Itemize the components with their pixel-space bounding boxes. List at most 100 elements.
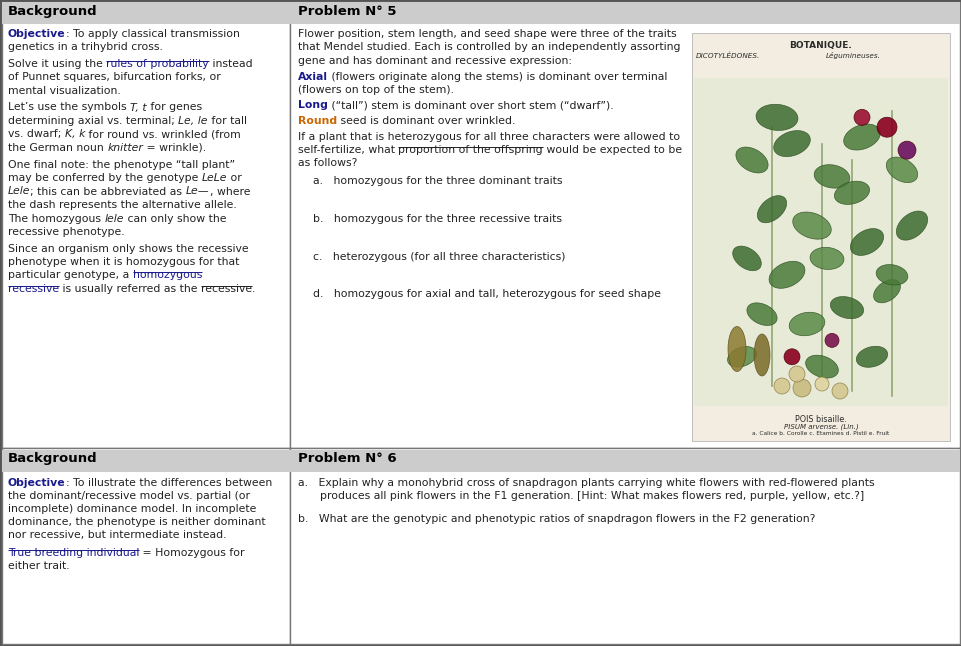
- Ellipse shape: [727, 346, 755, 367]
- Text: Since an organism only shows the recessive: Since an organism only shows the recessi…: [8, 244, 248, 253]
- Ellipse shape: [855, 346, 887, 368]
- Text: b.   homozygous for the three recessive traits: b. homozygous for the three recessive tr…: [312, 214, 561, 224]
- Ellipse shape: [885, 157, 917, 183]
- Circle shape: [876, 117, 896, 137]
- Ellipse shape: [753, 334, 769, 376]
- Text: gene and has dominant and recessive expression:: gene and has dominant and recessive expr…: [298, 56, 572, 66]
- Text: particular genotype, a: particular genotype, a: [8, 271, 133, 280]
- Text: the German noun: the German noun: [8, 143, 107, 153]
- Text: for round vs. wrinkled (from: for round vs. wrinkled (from: [86, 129, 241, 140]
- Text: K, k: K, k: [64, 129, 86, 140]
- Ellipse shape: [843, 124, 879, 150]
- Ellipse shape: [850, 229, 883, 255]
- Text: The homozygous: The homozygous: [8, 213, 105, 224]
- Ellipse shape: [768, 261, 804, 288]
- Ellipse shape: [792, 212, 830, 239]
- Circle shape: [814, 377, 828, 391]
- Text: (“tall”) stem is dominant over short stem (“dwarf”).: (“tall”) stem is dominant over short ste…: [328, 101, 613, 110]
- Ellipse shape: [735, 147, 767, 173]
- Text: Let’s use the symbols: Let’s use the symbols: [8, 103, 130, 112]
- Text: determining axial vs. terminal;: determining axial vs. terminal;: [8, 116, 178, 126]
- Text: .: .: [252, 284, 256, 294]
- Ellipse shape: [896, 211, 926, 240]
- Text: Long: Long: [298, 101, 328, 110]
- Text: = wrinkle).: = wrinkle).: [143, 143, 206, 153]
- Text: = Homozygous for: = Homozygous for: [139, 548, 245, 558]
- Text: Légumineuses.: Légumineuses.: [825, 52, 880, 59]
- Text: Le, le: Le, le: [178, 116, 208, 126]
- Circle shape: [792, 379, 810, 397]
- Text: or: or: [227, 173, 242, 183]
- Text: Axial: Axial: [298, 72, 328, 81]
- Ellipse shape: [755, 104, 797, 130]
- Ellipse shape: [875, 265, 907, 285]
- Text: mental visualization.: mental visualization.: [8, 86, 121, 96]
- Text: lele: lele: [105, 213, 124, 224]
- Text: the dash represents the alternative allele.: the dash represents the alternative alle…: [8, 200, 236, 210]
- Text: If a plant that is heterozygous for all three characters were allowed to: If a plant that is heterozygous for all …: [298, 132, 679, 141]
- Ellipse shape: [829, 297, 863, 318]
- Ellipse shape: [809, 247, 843, 269]
- Text: BOTANIQUE.: BOTANIQUE.: [789, 41, 851, 50]
- Text: , where: , where: [209, 187, 250, 196]
- Bar: [289, 448, 959, 644]
- Circle shape: [831, 383, 847, 399]
- Text: Problem N° 6: Problem N° 6: [298, 452, 396, 465]
- Bar: [289, 2, 959, 448]
- Text: proportion of the offspring: proportion of the offspring: [398, 145, 543, 155]
- Bar: [289, 450, 959, 472]
- Bar: [693, 78, 947, 406]
- Text: can only show the: can only show the: [124, 213, 226, 224]
- Text: dominance, the phenotype is neither dominant: dominance, the phenotype is neither domi…: [8, 517, 265, 527]
- Circle shape: [853, 109, 869, 125]
- Bar: [2, 448, 289, 644]
- Ellipse shape: [804, 355, 837, 378]
- Text: True breeding individual: True breeding individual: [8, 548, 139, 558]
- Text: b.   What are the genotypic and phenotypic ratios of snapdragon flowers in the F: b. What are the genotypic and phenotypic…: [298, 514, 815, 524]
- Text: genetics in a trihybrid cross.: genetics in a trihybrid cross.: [8, 43, 162, 52]
- Text: c.   heterozygous (for all three characteristics): c. heterozygous (for all three character…: [312, 251, 565, 262]
- Text: self-fertilize, what: self-fertilize, what: [298, 145, 398, 155]
- Text: Background: Background: [8, 452, 97, 465]
- Text: recessive: recessive: [201, 284, 252, 294]
- Text: knitter: knitter: [107, 143, 143, 153]
- Text: Objective: Objective: [8, 478, 65, 488]
- Circle shape: [897, 141, 915, 159]
- Text: rules of probability: rules of probability: [107, 59, 209, 69]
- Text: DICOTYLÉDONES.: DICOTYLÉDONES.: [695, 52, 759, 59]
- Text: may be conferred by the genotype: may be conferred by the genotype: [8, 173, 202, 183]
- Text: : To illustrate the differences between: : To illustrate the differences between: [65, 478, 272, 488]
- Text: of Punnet squares, bifurcation forks, or: of Punnet squares, bifurcation forks, or: [8, 72, 220, 83]
- Text: either trait.: either trait.: [8, 561, 69, 571]
- Bar: [2, 2, 289, 24]
- Bar: [289, 2, 959, 24]
- Text: : To apply classical transmission: : To apply classical transmission: [65, 29, 239, 39]
- Text: as follows?: as follows?: [298, 158, 357, 169]
- Text: (flowers originate along the stems) is dominant over terminal: (flowers originate along the stems) is d…: [328, 72, 667, 81]
- Bar: [2, 2, 289, 448]
- Text: phenotype when it is homozygous for that: phenotype when it is homozygous for that: [8, 257, 239, 267]
- Text: LeLe: LeLe: [202, 173, 227, 183]
- Text: POIS bisaille.: POIS bisaille.: [795, 415, 846, 424]
- Circle shape: [825, 333, 838, 348]
- Ellipse shape: [773, 130, 809, 156]
- Ellipse shape: [756, 196, 786, 223]
- Text: produces all pink flowers in the F1 generation. [Hint: What makes flowers red, p: produces all pink flowers in the F1 gene…: [320, 491, 863, 501]
- Text: a.   Explain why a monohybrid cross of snapdragon plants carrying white flowers : a. Explain why a monohybrid cross of sna…: [298, 478, 874, 488]
- Text: Solve it using the: Solve it using the: [8, 59, 107, 69]
- Text: Objective: Objective: [8, 29, 65, 39]
- Text: seed is dominant over wrinkled.: seed is dominant over wrinkled.: [336, 116, 515, 126]
- Text: a. Calice b. Corolle c. Etamines d. Pistil e. Fruit: a. Calice b. Corolle c. Etamines d. Pist…: [752, 431, 889, 436]
- Text: the dominant/recessive model vs. partial (or: the dominant/recessive model vs. partial…: [8, 491, 250, 501]
- Text: Flower position, stem length, and seed shape were three of the traits: Flower position, stem length, and seed s…: [298, 29, 676, 39]
- Text: instead: instead: [209, 59, 253, 69]
- Text: vs. dwarf;: vs. dwarf;: [8, 129, 64, 140]
- Circle shape: [774, 378, 789, 394]
- Text: Lele: Lele: [8, 187, 31, 196]
- Text: incomplete) dominance model. In incomplete: incomplete) dominance model. In incomple…: [8, 504, 257, 514]
- Text: T, t: T, t: [130, 103, 147, 112]
- Circle shape: [788, 366, 804, 382]
- Text: Le—: Le—: [185, 187, 209, 196]
- Circle shape: [783, 349, 800, 365]
- Bar: [691, 33, 949, 441]
